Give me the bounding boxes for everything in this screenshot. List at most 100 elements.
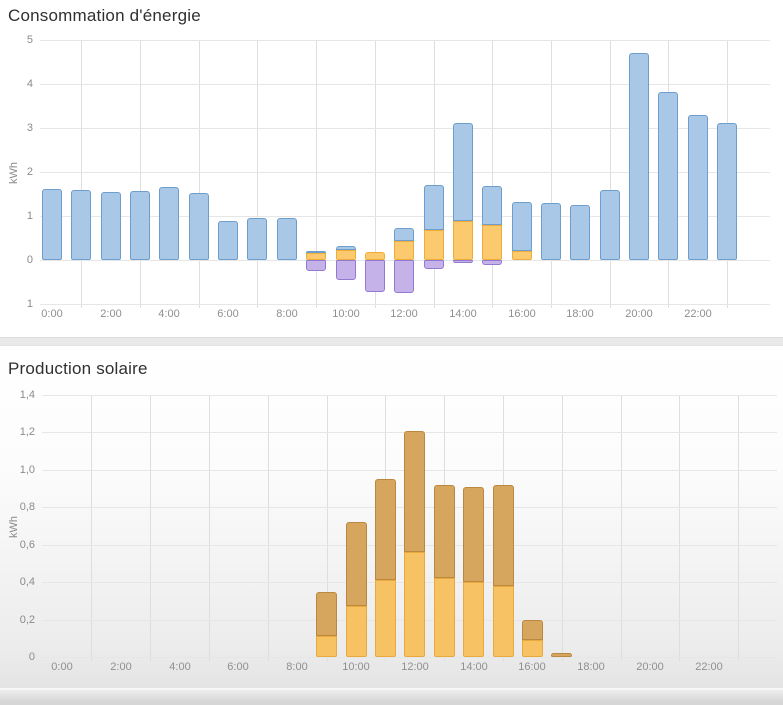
x-tick-label: 12:00 [401, 661, 429, 673]
y-tick-label: 1 [26, 298, 33, 310]
vertical-gridline [199, 40, 200, 308]
vertical-gridline [81, 40, 82, 308]
bar-segment-blue[interactable] [247, 218, 267, 260]
y-tick-label: 0,6 [19, 538, 35, 551]
bar-segment-dark[interactable] [434, 484, 455, 579]
y-tick-label: 0,8 [19, 501, 35, 514]
bar-segment-purple[interactable] [336, 260, 356, 281]
y-tick-label: 0 [26, 254, 33, 266]
y-tick-label: 4 [26, 78, 33, 90]
production-chart-title: Production solaire [8, 359, 148, 378]
bar-segment-bright[interactable] [434, 578, 455, 657]
vertical-gridline [562, 395, 563, 661]
bar-segment-dark[interactable] [316, 591, 337, 637]
x-tick-label: 4:00 [169, 661, 191, 673]
bar-segment-blue[interactable] [570, 205, 590, 260]
consumption-chart-title: Consommation d'énergie [8, 6, 201, 25]
x-tick-label: 18:00 [566, 308, 594, 320]
bar-segment-blue[interactable] [306, 251, 326, 254]
bar-segment-purple[interactable] [424, 260, 444, 270]
x-tick-label: 0:00 [51, 661, 73, 673]
consumption-plot-area [40, 40, 770, 308]
bar-segment-orange[interactable] [512, 250, 532, 260]
x-tick-label: 8:00 [286, 661, 308, 673]
bar-segment-dark[interactable] [493, 484, 514, 586]
x-tick-label: 8:00 [276, 308, 298, 320]
bar-segment-orange[interactable] [336, 250, 356, 260]
bar-segment-orange[interactable] [453, 221, 473, 260]
x-tick-label: 2:00 [100, 308, 122, 320]
bar-segment-blue[interactable] [130, 190, 150, 260]
bar-segment-blue[interactable] [336, 246, 356, 251]
bar-segment-bright[interactable] [346, 606, 367, 657]
y-axis-unit-label: kWh [8, 162, 20, 184]
x-tick-label: 22:00 [695, 661, 723, 673]
bar-segment-blue[interactable] [189, 192, 209, 260]
bar-segment-blue[interactable] [658, 91, 678, 260]
bar-segment-dark[interactable] [375, 479, 396, 581]
vertical-gridline [316, 40, 317, 308]
bar-segment-blue[interactable] [394, 228, 414, 241]
y-tick-label: 1 [26, 210, 33, 222]
vertical-gridline [91, 395, 92, 661]
bar-segment-blue[interactable] [159, 186, 179, 260]
bar-segment-dark[interactable] [346, 522, 367, 607]
y-tick-label: 3 [26, 122, 33, 134]
horizontal-gridline [40, 84, 770, 85]
y-tick-label: 0,2 [19, 613, 35, 626]
y-tick-label: 1,2 [19, 426, 35, 439]
bar-segment-orange[interactable] [394, 240, 414, 260]
bar-segment-dark[interactable] [463, 486, 484, 583]
bar-segment-bright[interactable] [404, 552, 425, 657]
bar-segment-bright[interactable] [375, 580, 396, 657]
bar-segment-blue[interactable] [541, 202, 561, 260]
bar-segment-dark[interactable] [404, 430, 425, 553]
x-tick-label: 4:00 [158, 308, 180, 320]
bar-segment-orange[interactable] [424, 230, 444, 260]
x-tick-label: 16:00 [518, 661, 546, 673]
vertical-gridline [257, 40, 258, 308]
bar-segment-blue[interactable] [277, 218, 297, 260]
bar-segment-orange[interactable] [482, 225, 502, 260]
bar-segment-orange[interactable] [306, 252, 326, 260]
x-tick-label: 14:00 [460, 661, 488, 673]
bar-segment-purple[interactable] [394, 260, 414, 293]
x-tick-label: 20:00 [625, 308, 653, 320]
bar-segment-blue[interactable] [482, 186, 502, 226]
horizontal-gridline [42, 395, 777, 396]
bar-segment-dark[interactable] [551, 653, 572, 657]
bar-segment-purple[interactable] [365, 260, 385, 293]
section-divider [0, 337, 783, 346]
bar-segment-bright[interactable] [493, 585, 514, 657]
horizontal-gridline [40, 304, 770, 305]
x-tick-label: 16:00 [508, 308, 536, 320]
bar-segment-blue[interactable] [600, 190, 620, 260]
bar-segment-blue[interactable] [688, 114, 708, 260]
x-tick-label: 12:00 [390, 308, 418, 320]
x-tick-label: 22:00 [684, 308, 712, 320]
bar-segment-dark[interactable] [522, 619, 543, 641]
bar-segment-bright[interactable] [522, 640, 543, 657]
bar-segment-blue[interactable] [453, 123, 473, 222]
x-tick-label: 10:00 [332, 308, 360, 320]
bar-segment-blue[interactable] [629, 53, 649, 260]
bar-segment-blue[interactable] [101, 191, 121, 260]
vertical-gridline [621, 395, 622, 661]
bar-segment-purple[interactable] [453, 260, 473, 263]
bar-segment-blue[interactable] [218, 220, 238, 260]
bar-segment-blue[interactable] [42, 189, 62, 260]
x-tick-label: 10:00 [342, 661, 370, 673]
bar-segment-purple[interactable] [482, 260, 502, 265]
bar-segment-blue[interactable] [717, 122, 737, 260]
y-tick-label: 1,0 [19, 463, 35, 476]
bar-segment-blue[interactable] [71, 190, 91, 260]
bar-segment-bright[interactable] [463, 582, 484, 657]
bar-segment-blue[interactable] [424, 185, 444, 231]
bar-segment-bright[interactable] [316, 636, 337, 657]
production-plot-area [42, 395, 777, 661]
vertical-gridline [327, 395, 328, 661]
bar-segment-blue[interactable] [512, 201, 532, 251]
bar-segment-orange[interactable] [365, 251, 385, 260]
bar-segment-purple[interactable] [306, 260, 326, 271]
